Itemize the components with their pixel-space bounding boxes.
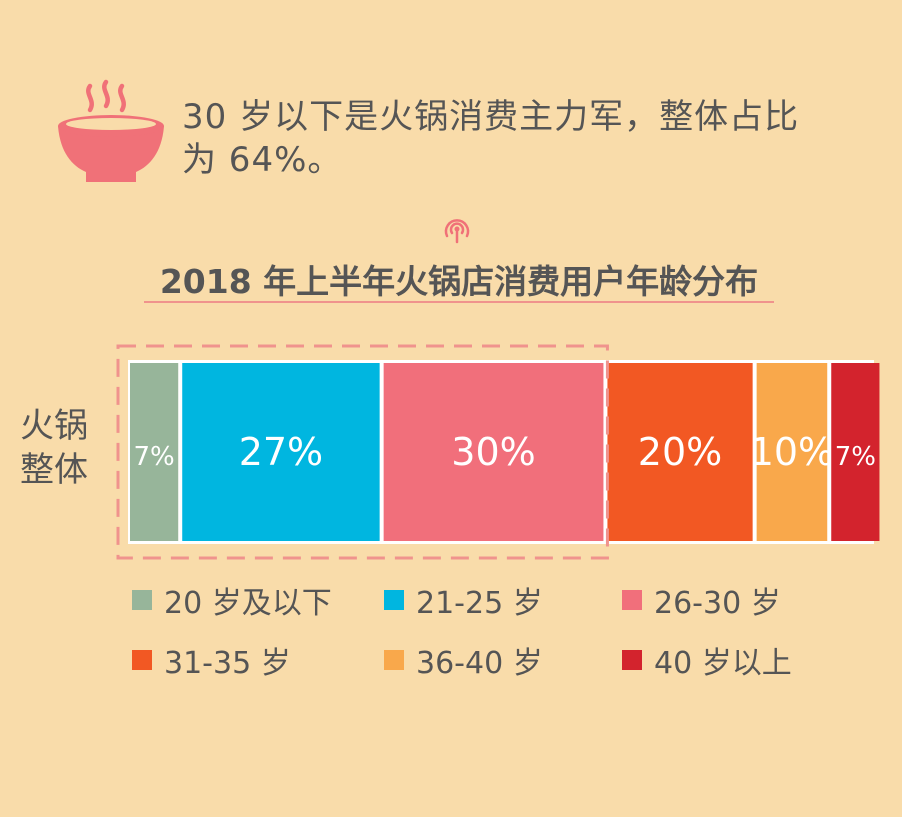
- bar-segment-4: [607, 363, 753, 541]
- bar-segment-2: [182, 363, 380, 541]
- bar-segment-1: [130, 363, 179, 541]
- bar-data-label-2: 27%: [239, 430, 323, 474]
- highlight-dashed-box: [116, 344, 609, 560]
- bar-data-label-6: 7%: [835, 442, 876, 472]
- headline-line-1: 30 岁以下是火锅消费主力军，整体占比: [182, 97, 800, 137]
- bar-data-label-1: 7%: [133, 442, 174, 472]
- legend-swatch-2: [384, 590, 404, 610]
- legend-item-4: 31-35 岁: [132, 638, 291, 682]
- steaming-hotpot-icon: [58, 79, 164, 182]
- radio-badge-icon: [444, 219, 470, 244]
- category-label: 火锅 整体: [20, 404, 88, 492]
- title-underline: [144, 301, 774, 303]
- legend-label-1: 20 岁及以下: [164, 586, 332, 621]
- legend-label-5: 36-40 岁: [416, 646, 543, 681]
- headline: 30 岁以下是火锅消费主力军，整体占比 为 64%。: [182, 96, 872, 182]
- bar-segment-5: [756, 363, 828, 541]
- bar-segment-6: [831, 363, 880, 541]
- chart-title: 2018 年上半年火锅店消费用户年龄分布: [159, 262, 759, 301]
- legend-label-3: 26-30 岁: [654, 586, 781, 621]
- bar-segment-3: [383, 363, 604, 541]
- category-label-line-1: 火锅: [20, 406, 88, 446]
- legend-swatch-5: [384, 650, 404, 670]
- bar-data-label-5: 10%: [750, 430, 834, 474]
- bar-data-label-4: 20%: [638, 430, 722, 474]
- category-label-line-2: 整体: [20, 450, 88, 490]
- legend-label-6: 40 岁以上: [654, 646, 792, 681]
- legend-item-1: 20 岁及以下: [132, 578, 332, 622]
- legend-item-3: 26-30 岁: [622, 578, 781, 622]
- legend-swatch-6: [622, 650, 642, 670]
- legend-swatch-1: [132, 590, 152, 610]
- legend-label-2: 21-25 岁: [416, 586, 543, 621]
- legend-label-4: 31-35 岁: [164, 646, 291, 681]
- bar-data-label-3: 30%: [451, 430, 535, 474]
- legend-item-6: 40 岁以上: [622, 638, 792, 682]
- legend-item-2: 21-25 岁: [384, 578, 543, 622]
- headline-line-2: 为 64%。: [182, 140, 343, 180]
- legend-swatch-4: [132, 650, 152, 670]
- legend-swatch-3: [622, 590, 642, 610]
- legend-item-5: 36-40 岁: [384, 638, 543, 682]
